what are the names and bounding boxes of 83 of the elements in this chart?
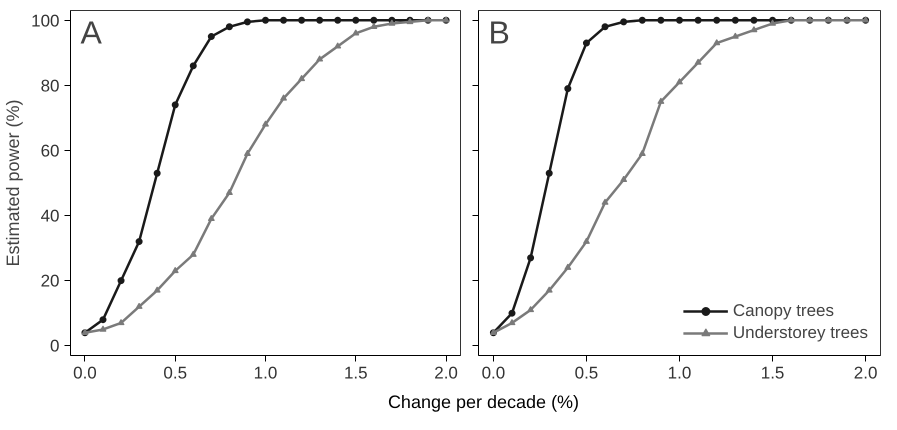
- legend-label: Understorey trees: [732, 323, 868, 343]
- point: [564, 85, 572, 92]
- y-tick-label: 60: [40, 141, 60, 160]
- point: [388, 20, 396, 26]
- point: [136, 238, 143, 246]
- point: [582, 238, 590, 244]
- point: [226, 23, 233, 30]
- point: [190, 250, 197, 257]
- point: [154, 286, 161, 293]
- point: [750, 26, 758, 32]
- x-tick-label: 2.0: [854, 364, 878, 382]
- point: [657, 16, 664, 24]
- point: [298, 74, 306, 82]
- annotation: A: [80, 14, 102, 50]
- point: [154, 170, 161, 177]
- point: [582, 40, 590, 47]
- point: [226, 188, 233, 195]
- point: [316, 55, 324, 62]
- point: [602, 198, 609, 205]
- point: [100, 326, 106, 332]
- point: [732, 16, 739, 24]
- point: [244, 18, 251, 26]
- point: [546, 170, 553, 177]
- point: [208, 214, 215, 222]
- point: [118, 318, 125, 326]
- point: [352, 16, 360, 24]
- point: [527, 254, 534, 262]
- x-tick-label: 0.0: [73, 364, 97, 382]
- y-tick-label: 40: [40, 206, 60, 226]
- point: [527, 306, 534, 312]
- x-tick-label: 1.0: [668, 364, 692, 382]
- point: [100, 316, 106, 324]
- x-tick-label: 1.5: [760, 364, 784, 382]
- point: [694, 16, 702, 24]
- x-tick-label: 0.5: [163, 364, 188, 382]
- point: [280, 16, 288, 24]
- point: [508, 310, 516, 317]
- point: [694, 58, 702, 65]
- point: [657, 98, 664, 104]
- point: [334, 42, 342, 49]
- point: [732, 32, 739, 39]
- point: [370, 16, 378, 24]
- point: [638, 16, 646, 24]
- point: [298, 16, 306, 24]
- point: [334, 16, 342, 24]
- annotation: B: [488, 14, 510, 50]
- point: [750, 16, 758, 24]
- x-tick-label: 0.0: [482, 364, 506, 382]
- y-tick-label: 80: [40, 76, 60, 96]
- point: [713, 39, 720, 46]
- point: [602, 23, 609, 30]
- point: [172, 101, 179, 108]
- point: [769, 20, 776, 26]
- point: [190, 62, 197, 70]
- y-tick-label: 20: [40, 272, 60, 291]
- point: [208, 33, 215, 40]
- x-axis-title: Change per decade (%): [388, 391, 580, 414]
- point: [136, 302, 143, 309]
- point: [638, 150, 646, 156]
- point: [352, 29, 360, 36]
- y-tick-label: 0: [50, 336, 60, 356]
- point: [676, 78, 683, 84]
- point: [118, 277, 125, 284]
- point: [620, 18, 628, 26]
- point: [316, 16, 324, 24]
- point: [546, 286, 553, 293]
- point: [172, 266, 179, 274]
- y-tick-label: 100: [31, 11, 60, 30]
- x-tick-label: 1.0: [254, 364, 278, 382]
- y-axis-title: Estimated power (%): [3, 99, 24, 267]
- point: [620, 176, 628, 182]
- point: [262, 120, 269, 127]
- point: [508, 318, 516, 326]
- point: [676, 16, 683, 24]
- point: [713, 16, 720, 24]
- point: [244, 150, 251, 156]
- legend-label: Canopy trees: [732, 301, 834, 321]
- x-tick-label: 2.0: [434, 364, 458, 382]
- x-tick-label: 1.5: [344, 364, 368, 382]
- point: [262, 16, 269, 24]
- x-tick-label: 0.5: [574, 364, 598, 382]
- point: [564, 264, 572, 270]
- point: [280, 94, 288, 101]
